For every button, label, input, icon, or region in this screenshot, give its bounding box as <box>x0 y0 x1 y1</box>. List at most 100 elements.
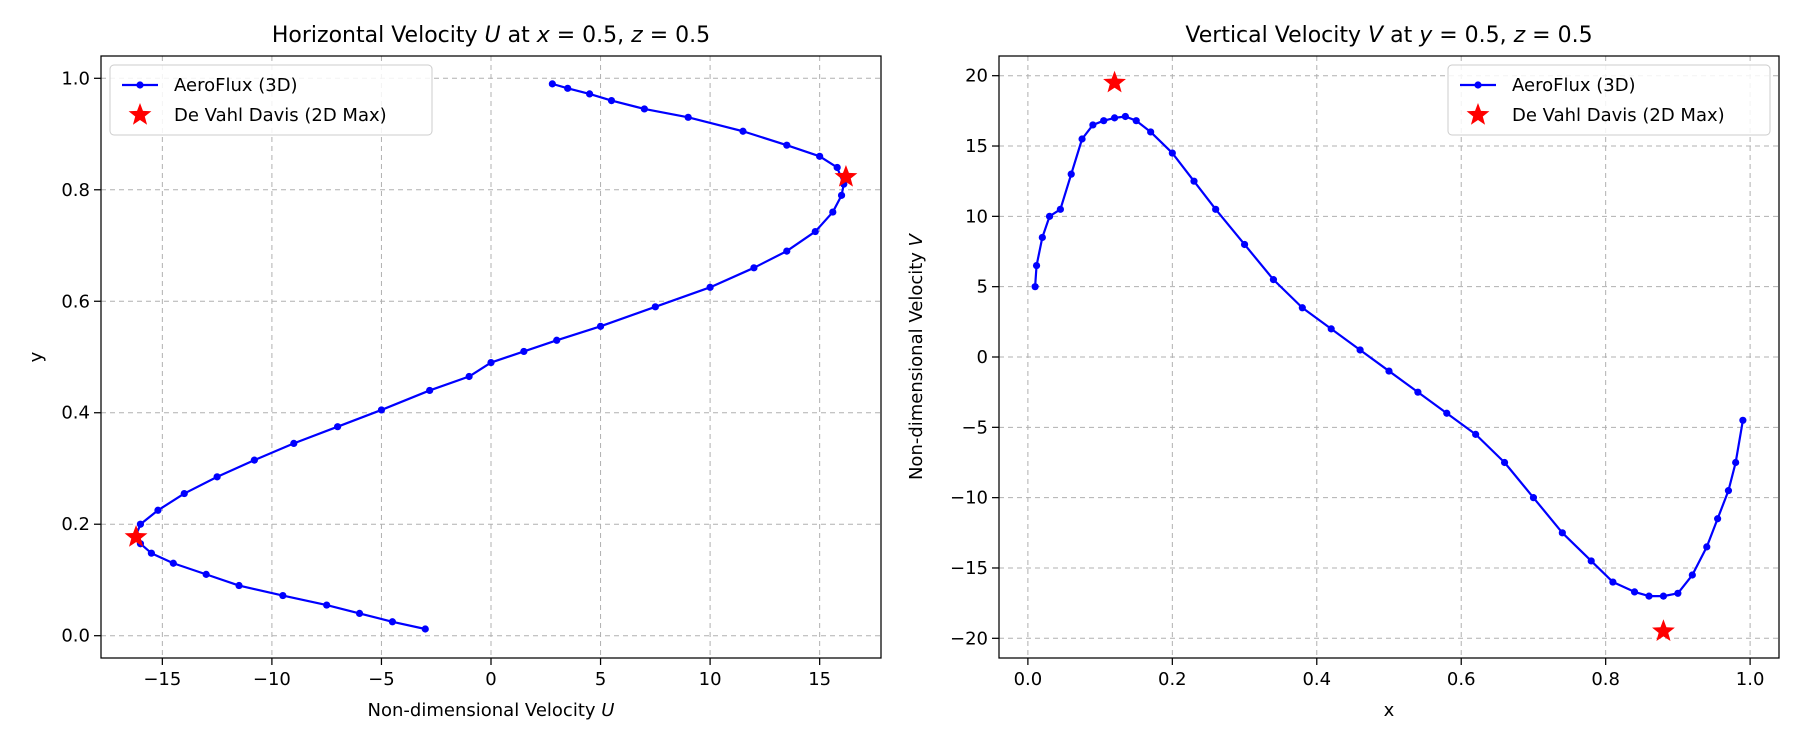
data-point <box>1032 261 1041 270</box>
data-point <box>1500 458 1509 467</box>
data-point <box>202 570 210 578</box>
x-tick-label: 0.2 <box>1158 669 1187 690</box>
data-point <box>169 559 177 567</box>
data-point <box>1132 117 1140 125</box>
grid <box>101 56 881 658</box>
data-point <box>1739 416 1747 424</box>
plot-frame <box>998 55 1780 659</box>
data-point <box>1031 283 1039 291</box>
y-tick-label: 15 <box>965 136 988 157</box>
data-point <box>585 90 594 98</box>
legend-box <box>109 64 433 136</box>
data-point <box>1089 121 1097 129</box>
data-point <box>1688 571 1696 579</box>
y-axis-label: y <box>26 351 47 362</box>
data-point <box>1609 578 1617 586</box>
x-tick-label: 5 <box>595 669 606 690</box>
chart-horizontal-velocity: −15 −10 −5 0 5 10 15 0.0 0.2 0.4 0.6 0.8 1.0 Horizont… <box>26 23 882 721</box>
x-tick-label: 0.4 <box>1302 669 1331 690</box>
data-point <box>1327 325 1335 333</box>
data-point <box>596 322 605 330</box>
data-point <box>1703 543 1711 551</box>
data-point <box>136 520 145 528</box>
data-point <box>553 336 561 344</box>
data-point <box>1414 388 1422 396</box>
y-tick-label: 5 <box>977 277 988 298</box>
data-point <box>811 227 819 236</box>
data-point <box>783 247 791 255</box>
data-point <box>640 105 648 113</box>
data-point <box>1558 529 1566 537</box>
data-point <box>750 264 758 272</box>
legend-star-icon <box>1466 103 1490 125</box>
data-point <box>1587 557 1595 565</box>
data-point <box>1190 177 1198 185</box>
series-line <box>1034 115 1744 598</box>
y-tick-label: 0 <box>977 347 988 368</box>
data-point <box>334 423 342 431</box>
data-point <box>651 303 659 311</box>
legend-label: AeroFlux (3D) <box>1512 75 1636 96</box>
y-tick-label: 0.8 <box>61 180 90 201</box>
data-point <box>1659 592 1668 600</box>
x-tick-label: −10 <box>253 669 291 690</box>
data-point <box>323 601 331 609</box>
data-point <box>1212 205 1220 213</box>
x-tick-label: 15 <box>808 669 831 690</box>
series-line <box>134 82 845 631</box>
data-point <box>1110 114 1119 122</box>
legend-dot-icon <box>136 81 144 89</box>
data-point <box>1240 240 1249 249</box>
legend-label: AeroFlux (3D) <box>174 75 298 96</box>
x-tick-label: 0.6 <box>1447 669 1476 690</box>
legend-item: AeroFlux (3D) <box>122 75 298 96</box>
data-point <box>548 80 556 88</box>
data-point <box>465 372 473 381</box>
data-point <box>1298 304 1306 312</box>
data-point <box>607 96 616 105</box>
data-point <box>154 506 162 514</box>
legend: AeroFlux (3D) De Vahl Davis (2D Max) <box>1447 64 1771 136</box>
data-point <box>487 358 495 367</box>
chart-vertical-velocity: 0.0 0.2 0.4 0.6 0.8 1.0 −20 −15 −10 −5 0 5 10 15 20 Ver… <box>906 23 1780 721</box>
x-axis-label: x <box>1384 700 1395 721</box>
data-point <box>355 609 364 618</box>
star-marker <box>124 525 148 547</box>
y-tick-label: 0.4 <box>61 403 90 424</box>
chart-title: Vertical Velocity V at y = 0.5, z = 0.5 <box>1185 23 1592 48</box>
x-tick-label: −15 <box>143 669 181 690</box>
data-point <box>1045 212 1054 220</box>
y-tick-label: 1.0 <box>61 68 90 89</box>
data-point <box>816 152 824 160</box>
data-point <box>1121 112 1129 121</box>
y-tick-label: 0.2 <box>61 514 90 535</box>
legend-star-icon <box>128 103 152 125</box>
data-point <box>250 456 258 464</box>
y-tick-label: −15 <box>950 558 988 579</box>
x-tick-label: −5 <box>368 669 395 690</box>
legend-label: De Vahl Davis (2D Max) <box>174 105 387 126</box>
data-point <box>147 549 155 557</box>
data-point <box>1630 588 1639 596</box>
y-tick-label: −20 <box>950 628 988 649</box>
legend-label: De Vahl Davis (2D Max) <box>1512 105 1725 126</box>
legend-item: De Vahl Davis (2D Max) <box>1466 103 1725 126</box>
data-point <box>1100 117 1108 125</box>
series-aeroflux <box>1031 112 1747 600</box>
y-tick-label: 0.6 <box>61 291 90 312</box>
data-point <box>1714 515 1722 523</box>
x-tick-label: 0 <box>485 669 496 690</box>
star-marker <box>834 164 858 187</box>
plot-frame <box>100 55 882 659</box>
data-point <box>235 581 243 590</box>
x-tick-label: 10 <box>699 669 722 690</box>
data-point <box>520 347 528 356</box>
series-reference <box>1103 70 1675 641</box>
data-point <box>1443 409 1451 417</box>
data-point <box>564 84 572 92</box>
data-point <box>1078 135 1086 143</box>
data-point <box>1674 589 1682 597</box>
data-point <box>1356 346 1364 354</box>
y-tick-label: 20 <box>965 66 988 87</box>
